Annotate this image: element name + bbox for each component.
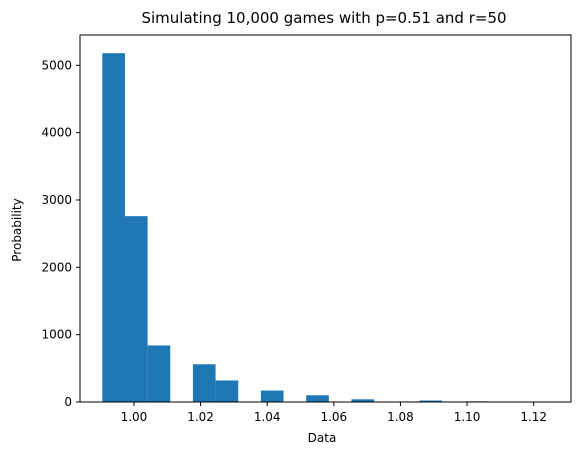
y-tick-label-3: 3000 — [41, 193, 72, 207]
x-tick-label-4: 1.08 — [387, 410, 414, 424]
x-tick-label-5: 1.10 — [454, 410, 481, 424]
histogram-bar-0 — [102, 53, 125, 403]
y-axis-ticks: 0 1000 2000 3000 4000 5000 — [41, 58, 80, 409]
histogram-bar-11 — [351, 399, 375, 402]
y-tick-label-5: 5000 — [41, 58, 72, 72]
x-tick-label-3: 1.06 — [320, 410, 347, 424]
plot-frame — [79, 34, 572, 403]
x-tick-label-0: 1.00 — [121, 410, 148, 424]
y-tick-label-2: 2000 — [41, 260, 72, 274]
y-axis-label: Probability — [10, 198, 24, 261]
histogram-bar-9 — [306, 395, 329, 402]
x-tick-label-6: 1.12 — [520, 410, 547, 424]
y-tick-label-1: 1000 — [41, 328, 72, 342]
y-tick-label-0: 0 — [64, 395, 72, 409]
histogram-bar-5 — [215, 380, 239, 402]
histogram-bar-4 — [192, 364, 216, 402]
histogram-bar-14 — [419, 400, 443, 402]
histogram-bar-7 — [260, 390, 284, 402]
histogram-bars — [102, 53, 556, 403]
y-tick-label-4: 4000 — [41, 126, 72, 140]
x-axis-label: Data — [308, 431, 337, 445]
x-tick-label-2: 1.04 — [254, 410, 281, 424]
chart-title: Simulating 10,000 games with p=0.51 and … — [141, 9, 506, 27]
histogram-bar-1 — [124, 216, 148, 402]
x-tick-label-1: 1.02 — [187, 410, 214, 424]
x-axis-ticks: 1.00 1.02 1.04 1.06 1.08 1.10 1.12 — [121, 402, 547, 424]
histogram-bar-2 — [147, 345, 171, 402]
